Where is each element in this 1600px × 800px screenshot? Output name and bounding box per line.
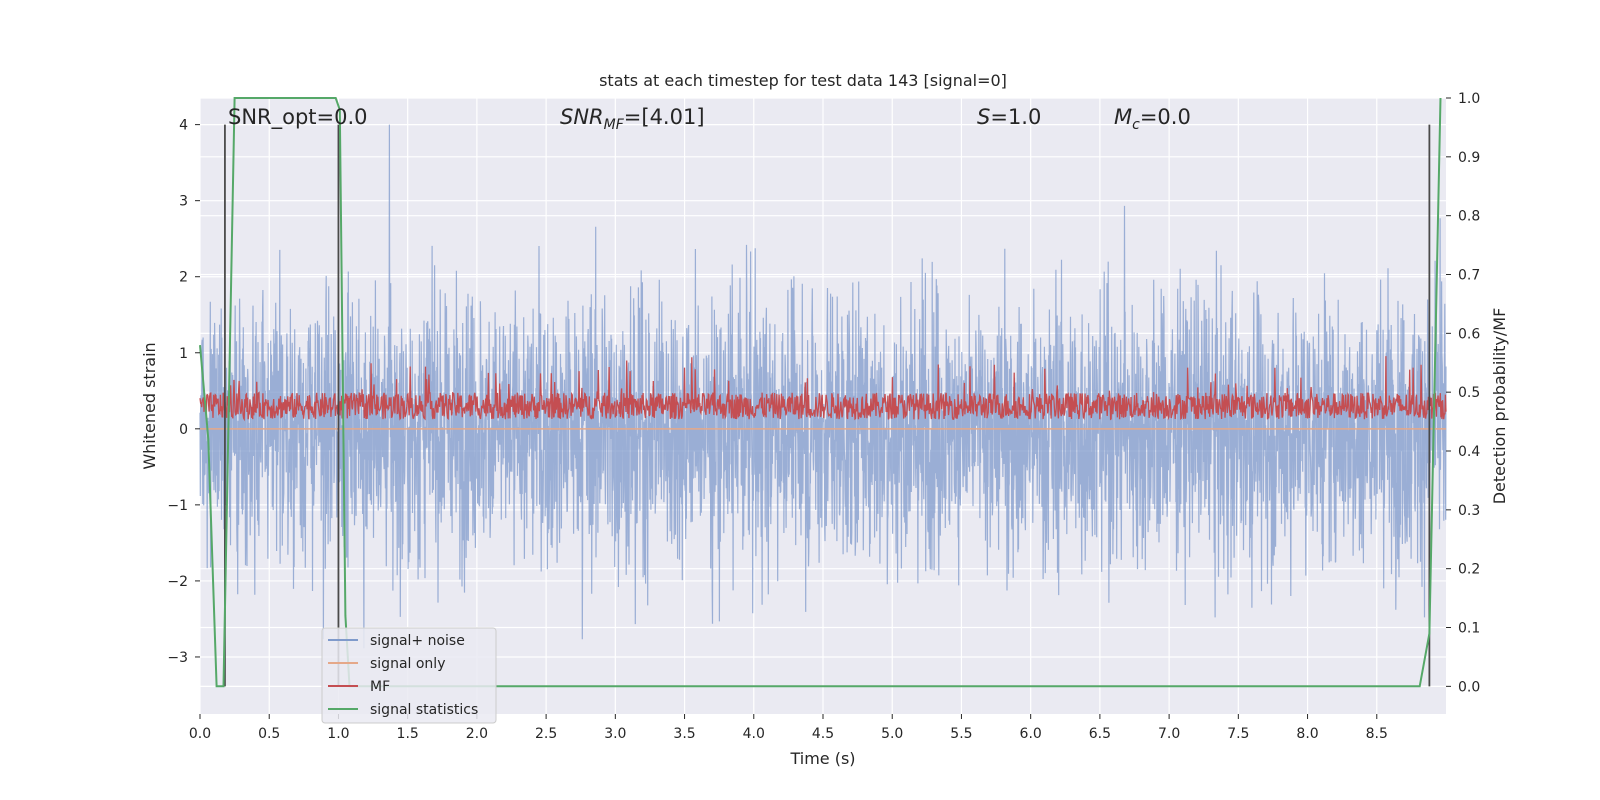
x-tick-label: 8.5 <box>1366 726 1388 742</box>
y-right-tick-label: 0.7 <box>1458 268 1480 284</box>
series-signal-noise-line <box>199 124 1447 649</box>
y-axis-right-label: Detection probability/MF <box>1490 308 1509 505</box>
legend-box <box>321 627 497 724</box>
series-signal-statistics <box>199 97 1442 688</box>
annotation-mc-suffix: =0.0 <box>1140 105 1191 129</box>
chart-title: stats at each timestep for test data 143… <box>599 71 1007 90</box>
x-tick-label: 1.0 <box>327 726 349 742</box>
x-tick-label: 3.0 <box>604 726 626 742</box>
x-tick-label: 7.5 <box>1227 726 1249 742</box>
annotations: SNR_opt=0.0 SNRMF=[4.01] S=1.0 Mc=0.0 <box>228 105 1191 133</box>
x-tick-label: 0.5 <box>258 726 280 742</box>
y-tick-label: 3 <box>179 194 188 210</box>
y-tick-label: −2 <box>167 574 188 590</box>
y-axis-left-ticks: 4 3 2 1 0 −1 −2 −3 <box>167 118 200 666</box>
legend-label-mf: MF <box>370 679 390 695</box>
annotation-s-prefix: S <box>977 105 990 129</box>
series-signal-statistics-line <box>199 97 1442 688</box>
y-axis-label: Whitened strain <box>140 342 159 469</box>
y-right-tick-label: 0.9 <box>1458 150 1480 166</box>
x-tick-label: 1.5 <box>397 726 419 742</box>
annotation-snr-mf-prefix: SNR <box>560 105 604 129</box>
y-right-tick-label: 0.4 <box>1458 444 1480 460</box>
legend-label-signal-statistics: signal statistics <box>370 702 478 718</box>
y-tick-label: −1 <box>167 498 188 514</box>
legend: signal+ noise signal only MF signal stat… <box>321 627 497 724</box>
annotation-snr-mf: SNRMF=[4.01] <box>560 105 705 133</box>
series-mf-line <box>199 356 1447 422</box>
annotation-snr-mf-suffix: =[4.01] <box>624 105 705 129</box>
series-signal-noise <box>199 124 1447 649</box>
x-tick-label: 0.0 <box>189 726 211 742</box>
x-tick-label: 4.0 <box>743 726 765 742</box>
y-right-tick-label: 0.2 <box>1458 562 1480 578</box>
y-axis-right-ticks: 1.0 0.9 0.8 0.7 0.6 0.5 0.4 0.3 0.2 0.1 0.0 <box>1446 91 1480 695</box>
annotation-s: S=1.0 <box>977 105 1041 129</box>
legend-label-signal-noise: signal+ noise <box>370 633 465 649</box>
y-right-tick-label: 0.0 <box>1458 679 1480 695</box>
x-axis-label: Time (s) <box>789 749 855 768</box>
x-tick-label: 6.0 <box>1020 726 1042 742</box>
annotation-snr-mf-sub: MF <box>604 117 625 133</box>
annotation-snr-opt: SNR_opt=0.0 <box>228 105 368 130</box>
series-mf <box>199 356 1447 422</box>
x-tick-label: 6.5 <box>1089 726 1111 742</box>
x-tick-label: 3.5 <box>673 726 695 742</box>
x-tick-label: 2.5 <box>535 726 557 742</box>
y-tick-label: −3 <box>167 650 188 666</box>
y-right-tick-label: 0.8 <box>1458 209 1480 225</box>
y-tick-label: 0 <box>179 422 188 438</box>
y-right-tick-label: 0.3 <box>1458 503 1480 519</box>
y-tick-label: 1 <box>179 346 188 362</box>
x-tick-label: 5.5 <box>950 726 972 742</box>
x-axis-ticks: 0.0 0.5 1.0 1.5 2.0 2.5 3.0 3.5 4.0 4.5 5.0 5.5 6.0 6… <box>189 714 1388 742</box>
x-tick-label: 4.5 <box>812 726 834 742</box>
y-tick-label: 2 <box>179 270 188 286</box>
y-right-tick-label: 0.6 <box>1458 326 1480 342</box>
x-tick-label: 8.0 <box>1296 726 1318 742</box>
x-tick-label: 5.0 <box>881 726 903 742</box>
y-right-tick-label: 0.1 <box>1458 621 1480 637</box>
annotation-s-suffix: =1.0 <box>990 105 1041 129</box>
annotation-mc-prefix: M <box>1114 105 1132 129</box>
legend-label-signal-only: signal only <box>370 656 445 672</box>
y-tick-label: 4 <box>179 118 188 134</box>
x-tick-label: 2.0 <box>466 726 488 742</box>
annotation-mc-sub: c <box>1132 117 1140 133</box>
y-right-tick-label: 0.5 <box>1458 385 1480 401</box>
x-tick-label: 7.0 <box>1158 726 1180 742</box>
y-right-tick-label: 1.0 <box>1458 91 1480 107</box>
annotation-mc: Mc=0.0 <box>1114 105 1191 133</box>
